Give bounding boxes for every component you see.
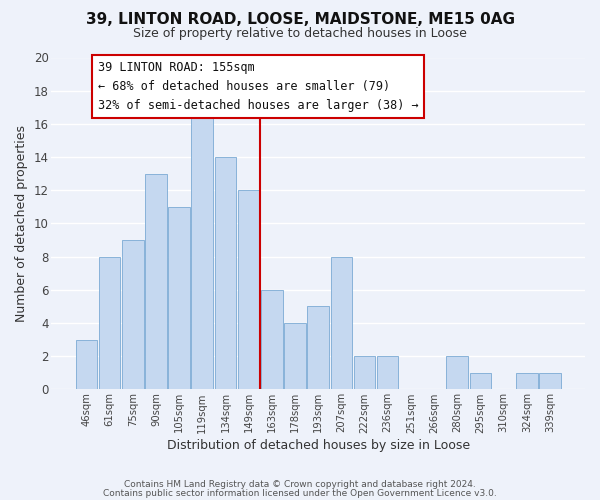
Bar <box>539 373 561 390</box>
Bar <box>284 323 306 390</box>
Bar <box>76 340 97 390</box>
Text: 39 LINTON ROAD: 155sqm
← 68% of detached houses are smaller (79)
32% of semi-det: 39 LINTON ROAD: 155sqm ← 68% of detached… <box>98 61 419 112</box>
Text: Size of property relative to detached houses in Loose: Size of property relative to detached ho… <box>133 28 467 40</box>
X-axis label: Distribution of detached houses by size in Loose: Distribution of detached houses by size … <box>167 440 470 452</box>
Bar <box>169 207 190 390</box>
Bar <box>261 290 283 390</box>
Bar <box>307 306 329 390</box>
Bar <box>191 108 213 390</box>
Bar <box>470 373 491 390</box>
Bar <box>145 174 167 390</box>
Bar <box>446 356 468 390</box>
Bar <box>215 157 236 390</box>
Text: Contains public sector information licensed under the Open Government Licence v3: Contains public sector information licen… <box>103 488 497 498</box>
Bar <box>377 356 398 390</box>
Bar <box>238 190 259 390</box>
Bar <box>99 256 121 390</box>
Bar <box>331 256 352 390</box>
Bar <box>516 373 538 390</box>
Bar <box>122 240 143 390</box>
Bar <box>354 356 376 390</box>
Text: 39, LINTON ROAD, LOOSE, MAIDSTONE, ME15 0AG: 39, LINTON ROAD, LOOSE, MAIDSTONE, ME15 … <box>86 12 515 28</box>
Text: Contains HM Land Registry data © Crown copyright and database right 2024.: Contains HM Land Registry data © Crown c… <box>124 480 476 489</box>
Y-axis label: Number of detached properties: Number of detached properties <box>15 125 28 322</box>
